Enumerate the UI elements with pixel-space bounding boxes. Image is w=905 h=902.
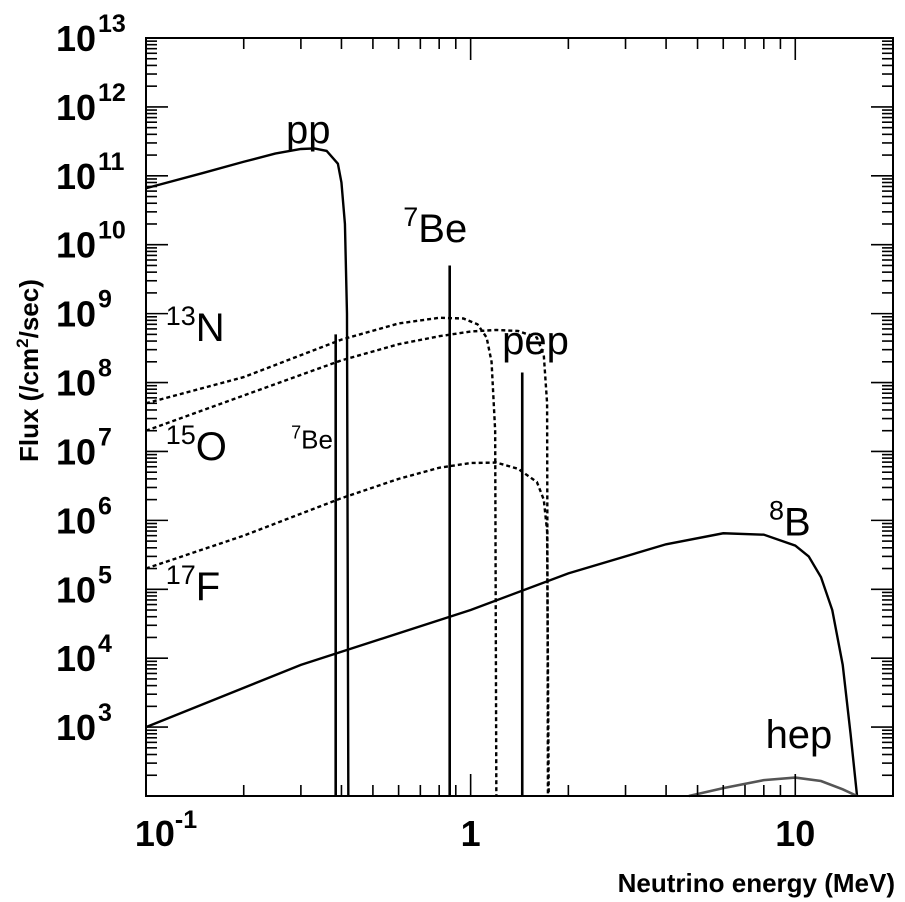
x-tick-base: 1 — [461, 813, 481, 854]
annotation-pp: pp — [286, 108, 331, 152]
y-tick-label-base-0: 10 — [56, 707, 96, 748]
annotation-o15-sup: 15 — [166, 420, 196, 450]
series-curve-0 — [145, 147, 350, 797]
x-tick-base: 10 — [775, 813, 815, 854]
annotation-o15-text: O — [196, 425, 227, 469]
annotation-f17-sup: 17 — [166, 560, 196, 590]
y-axis-title-sup: 2 — [13, 338, 32, 347]
y-tick-label-exp-4: 7 — [98, 423, 112, 451]
y-tick-label-base-6: 10 — [56, 294, 96, 335]
annotation-be7small-text: Be — [301, 425, 333, 455]
y-tick-label-base-1: 10 — [56, 638, 96, 679]
y-tick-label-exp-8: 11 — [98, 148, 125, 176]
y-tick-label-base-3: 10 — [56, 500, 96, 541]
series-curve-2 — [688, 776, 858, 798]
annotation-n13: 13N — [166, 301, 225, 350]
annotation-o15: 15O — [166, 420, 227, 469]
annotation-pep-text: pep — [502, 319, 569, 363]
annotation-b8: 8B — [769, 496, 811, 545]
y-axis-title-prefix: Flux (/cm — [14, 348, 44, 462]
x-tick-label-1: 1 — [461, 813, 481, 854]
curves-group — [145, 147, 859, 798]
annotation-f17: 17F — [166, 560, 220, 609]
y-tick-label-exp-0: 3 — [98, 699, 112, 727]
x-tick-label-2: 10 — [775, 813, 815, 854]
annotation-hep-text: hep — [766, 713, 833, 757]
x-tick-base: 10 — [135, 813, 175, 854]
annotation-b8-text: B — [784, 501, 811, 545]
annotation-pep: pep — [502, 319, 569, 363]
x-axis-tick-labels: 10-1 1 10 — [135, 806, 815, 854]
annotation-be7small: 7Be — [291, 423, 333, 455]
y-tick-label-exp-6: 9 — [98, 286, 112, 314]
annotation-f17-text: F — [196, 565, 220, 609]
annotation-hep: hep — [766, 713, 833, 757]
series-curve-4 — [145, 328, 550, 797]
y-tick-label-base-4: 10 — [56, 431, 96, 472]
x-tick-label-0: 10-1 — [135, 806, 197, 854]
y-axis-ticks — [146, 37, 893, 797]
y-tick-label-base-7: 10 — [56, 225, 96, 266]
y-axis-title: Flux (/cm2/sec) — [13, 279, 44, 462]
x-axis-ticks — [145, 38, 797, 796]
y-tick-label-base-5: 10 — [56, 363, 96, 404]
plot-frame — [145, 37, 894, 797]
y-tick-label-exp-10: 13 — [98, 10, 126, 38]
vertical-lines-group — [334, 265, 524, 796]
series-curve-5 — [145, 461, 550, 797]
y-tick-label-exp-9: 12 — [98, 79, 126, 107]
annotation-be7-sup: 7 — [403, 202, 418, 232]
y-tick-label-base-2: 10 — [56, 569, 96, 610]
y-tick-label-exp-7: 10 — [98, 217, 126, 245]
y-tick-label-base-9: 10 — [56, 87, 96, 128]
annotation-be7-text: Be — [418, 207, 467, 251]
y-tick-label-base-10: 10 — [56, 18, 96, 59]
y-tick-label-exp-5: 8 — [98, 355, 112, 383]
annotation-be7small-sup: 7 — [291, 423, 301, 443]
y-tick-label-exp-2: 5 — [98, 561, 112, 589]
y-tick-label-exp-1: 4 — [98, 630, 112, 658]
y-tick-label-exp-3: 6 — [98, 492, 112, 520]
annotation-n13-sup: 13 — [166, 301, 196, 331]
annotation-be7: 7Be — [403, 202, 467, 251]
annotation-b8-sup: 8 — [769, 496, 784, 526]
x-axis-title: Neutrino energy (MeV) — [618, 868, 895, 898]
y-tick-label-base-8: 10 — [56, 156, 96, 197]
series-curve-3 — [145, 316, 498, 797]
annotation-pp-text: pp — [286, 108, 331, 152]
x-tick-exponent: -1 — [175, 806, 197, 834]
series-curve-1 — [145, 532, 859, 797]
y-axis-title-suffix: /sec) — [14, 279, 44, 338]
annotation-n13-text: N — [196, 306, 225, 350]
